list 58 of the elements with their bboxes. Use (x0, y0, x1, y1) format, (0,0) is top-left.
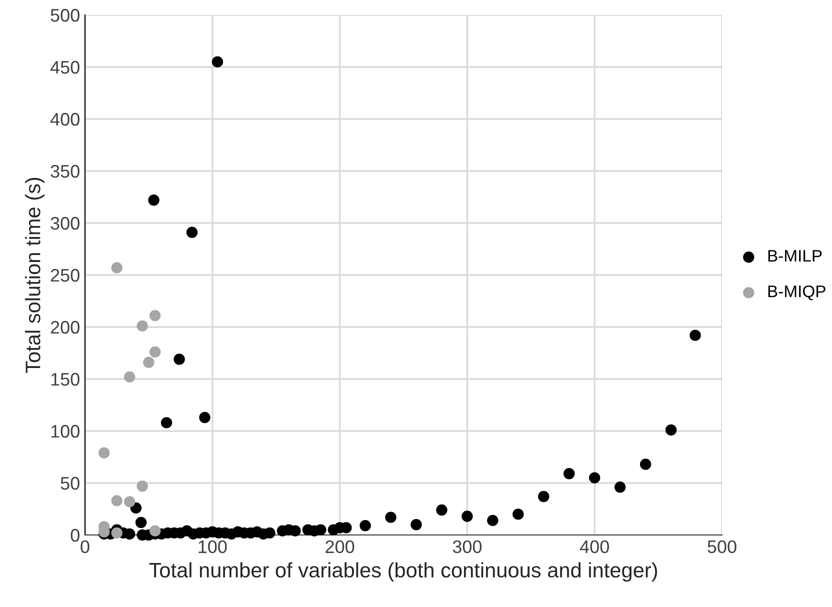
point (462, 510, 473, 522)
point (264, 527, 276, 539)
point (564, 468, 575, 480)
point (290, 525, 301, 536)
point (385, 512, 396, 523)
point (538, 490, 550, 502)
point (199, 412, 210, 424)
point (174, 354, 185, 365)
point (98, 447, 110, 458)
x-tick-label: 500 (708, 540, 736, 554)
point (315, 524, 326, 536)
point (149, 525, 161, 536)
point (149, 310, 161, 322)
y-tick-label: 450 (50, 60, 80, 74)
point (436, 504, 448, 516)
point (130, 502, 142, 514)
x-tick-label: 400 (580, 540, 609, 554)
y-tick-label: 350 (50, 164, 80, 178)
point (186, 226, 198, 238)
point (640, 458, 652, 470)
point (111, 527, 122, 539)
point (512, 508, 524, 520)
y-tick-label: 100 (51, 424, 80, 438)
point (614, 482, 626, 493)
point (690, 330, 701, 341)
point (360, 520, 371, 532)
y-tick-label: 150 (51, 372, 80, 386)
point (111, 262, 122, 274)
point (487, 514, 498, 526)
point (148, 194, 160, 206)
legend-label: B-MIQP (768, 285, 826, 300)
y-tick-label: 50 (60, 476, 80, 490)
y-tick-label: 300 (50, 216, 80, 230)
y-axis-title: Total solution time (s) (25, 178, 44, 373)
x-tick-label: 300 (452, 540, 482, 554)
point (124, 496, 136, 508)
y-tick-label: 200 (50, 320, 80, 334)
point (136, 320, 148, 332)
point (588, 472, 600, 484)
x-tick-label: 100 (198, 540, 227, 554)
point (212, 56, 224, 68)
x-axis-title: Total number of variables (both continuous and integer) (149, 562, 658, 582)
point (124, 371, 136, 383)
x-tick-label: 0 (80, 540, 90, 554)
y-tick-label: 400 (50, 112, 80, 126)
point (135, 516, 147, 528)
x-tick-label: 200 (326, 540, 354, 554)
point (665, 424, 677, 436)
point (136, 480, 148, 492)
point (111, 495, 122, 506)
point (410, 518, 422, 530)
y-tick-label: 500 (50, 8, 80, 22)
point (160, 417, 172, 428)
y-tick-label: 0 (70, 528, 80, 542)
point (143, 356, 154, 368)
point (149, 346, 161, 358)
legend-label: B-MILP (768, 250, 822, 262)
y-tick-label: 250 (50, 268, 80, 282)
